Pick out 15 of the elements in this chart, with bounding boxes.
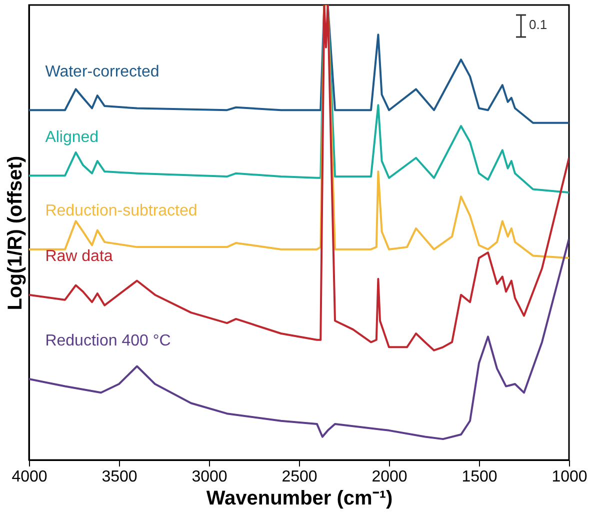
series-label: Aligned [45, 128, 99, 146]
x-tick-label: 3000 [192, 468, 228, 486]
x-tick-label: 1000 [552, 468, 588, 486]
annotation: 0.1 [529, 17, 548, 32]
y-axis-title: Log(1/R) (offset) [4, 156, 26, 310]
x-tick-label: 2500 [282, 468, 318, 486]
x-tick-label: 1500 [462, 468, 498, 486]
series-label: Raw data [45, 248, 113, 266]
text: Reduction 400 °C [45, 332, 171, 350]
x-tick-label: 4000 [12, 468, 48, 486]
x-axis-title: Wavenumber (cm⁻¹) [206, 488, 393, 510]
x-tick-label: 2000 [372, 468, 408, 486]
series-label: Reduction-subtracted [45, 202, 198, 220]
x-tick-label: 3500 [102, 468, 138, 486]
series-label: Water-corrected [45, 63, 160, 80]
